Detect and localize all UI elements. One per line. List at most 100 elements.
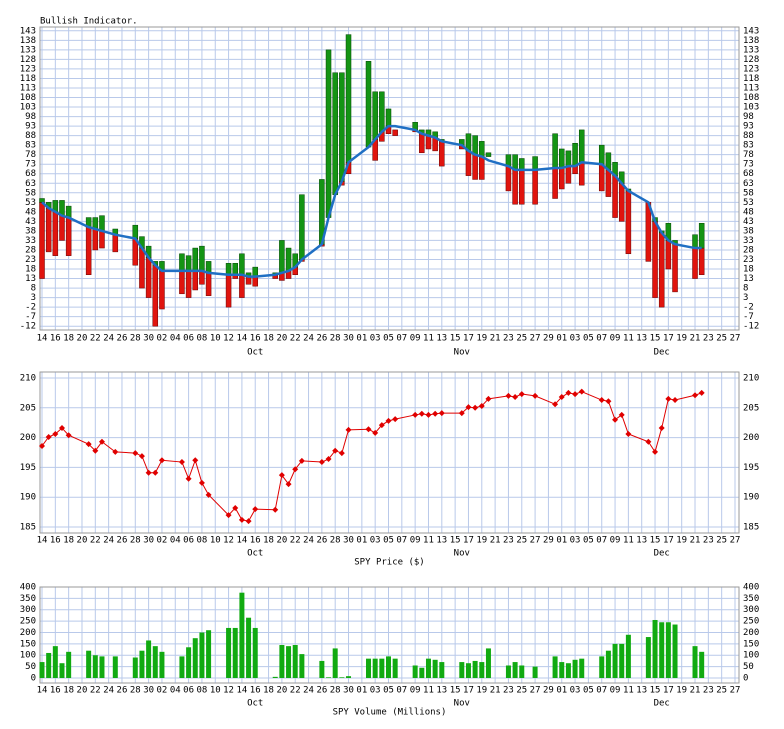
x-tick-label: 22: [290, 334, 301, 344]
y-tick-label-right: -12: [743, 322, 759, 332]
bar-below: [439, 141, 445, 167]
y-tick-label-right: 150: [743, 639, 759, 649]
volume-bar: [239, 592, 245, 678]
bar-below: [179, 270, 185, 295]
bar-above: [385, 108, 392, 127]
y-tick-label: 128: [20, 55, 36, 65]
y-tick-label: 123: [20, 64, 36, 74]
volume-bar: [439, 662, 445, 678]
bar-below: [692, 247, 698, 279]
x-tick-label: 29: [543, 334, 554, 344]
volume-bar: [346, 676, 352, 678]
x-tick-label: 28: [130, 536, 141, 546]
x-tick-label: 08: [197, 334, 208, 344]
volume-bar: [66, 651, 72, 678]
volume-bar: [472, 660, 478, 678]
y-tick-label: 250: [20, 617, 36, 627]
volume-bar: [299, 654, 305, 678]
y-tick-label-right: 350: [743, 594, 759, 604]
x-tick-label: 01: [556, 536, 567, 546]
x-tick-label: 05: [383, 334, 394, 344]
x-tick-label: 30: [143, 686, 154, 696]
price-marker: [225, 512, 232, 519]
x-tick-label: 08: [197, 536, 208, 546]
x-tick-label: 14: [37, 334, 48, 344]
y-tick-label-right: 53: [743, 198, 754, 208]
y-tick-label-right: 200: [743, 628, 759, 638]
x-tick-label: 30: [143, 334, 154, 344]
volume-bar: [379, 658, 385, 678]
x-tick-label: 03: [370, 536, 381, 546]
bar-above: [345, 34, 352, 163]
x-tick-label: 20: [77, 334, 88, 344]
volume-bar: [512, 662, 518, 678]
price-marker: [85, 441, 92, 448]
x-tick-label: 21: [690, 686, 701, 696]
x-tick-label: 01: [556, 686, 567, 696]
volume-bar: [59, 663, 65, 678]
x-tick-label: 11: [423, 686, 434, 696]
y-tick-label-right: 210: [743, 373, 759, 383]
y-tick-label: 3: [31, 293, 36, 303]
x-tick-label: 12: [223, 334, 234, 344]
price-marker: [665, 395, 672, 402]
bar-above: [565, 150, 572, 167]
bar-below: [419, 133, 425, 154]
x-tick-label: 06: [183, 536, 194, 546]
x-tick-label: 14: [236, 334, 247, 344]
month-label: Nov: [454, 549, 470, 559]
bar-below: [645, 202, 652, 262]
bar-above: [532, 156, 538, 171]
x-tick-label: 26: [316, 686, 327, 696]
x-tick-label: 03: [570, 686, 581, 696]
y-tick-label: 88: [25, 131, 36, 141]
bar-below: [479, 156, 485, 180]
x-tick-label: 20: [276, 686, 287, 696]
x-tick-label: 23: [703, 334, 714, 344]
x-tick-label: 19: [676, 686, 687, 696]
volume-bar: [252, 627, 258, 678]
x-tick-label: 30: [143, 536, 154, 546]
price-marker: [198, 479, 205, 486]
x-tick-label: 22: [90, 334, 101, 344]
x-tick-label: 09: [610, 334, 621, 344]
y-tick-label: 138: [20, 36, 36, 46]
x-tick-label: 28: [330, 536, 341, 546]
price-marker: [612, 416, 619, 423]
x-tick-label: 18: [263, 536, 274, 546]
bar-above: [698, 223, 705, 249]
bar-above: [199, 245, 205, 272]
y-tick-label-right: 43: [743, 217, 754, 227]
average-line: [41, 124, 702, 278]
bar-above: [285, 247, 292, 272]
volume-bar: [339, 677, 345, 678]
x-tick-label: 18: [263, 686, 274, 696]
x-tick-label: 20: [77, 536, 88, 546]
price-marker: [58, 425, 65, 432]
y-tick-label-right: 123: [743, 64, 759, 74]
month-label: Dec: [654, 699, 670, 709]
price-marker: [252, 506, 259, 513]
price-marker: [425, 411, 432, 418]
month-label: Nov: [454, 699, 470, 709]
y-tick-label-right: -2: [743, 303, 754, 313]
price-marker: [618, 411, 625, 418]
x-tick-label: 10: [210, 686, 221, 696]
x-tick-label: 21: [490, 334, 501, 344]
y-tick-label-right: 73: [743, 160, 754, 170]
price-marker: [245, 518, 252, 525]
volume-bar: [46, 652, 52, 678]
bar-below: [532, 169, 538, 205]
volume-bar: [366, 658, 372, 678]
x-tick-label: 22: [90, 536, 101, 546]
x-tick-label: 11: [623, 334, 634, 344]
month-label: Oct: [247, 699, 263, 709]
x-tick-label: 11: [623, 536, 634, 546]
y-tick-label: 300: [20, 605, 36, 615]
volume-bar: [386, 656, 391, 678]
bar-below: [139, 247, 145, 289]
price-marker: [205, 491, 212, 498]
y-tick-label-right: 205: [743, 403, 759, 413]
bar-below: [425, 135, 432, 150]
x-tick-label: 13: [436, 536, 447, 546]
